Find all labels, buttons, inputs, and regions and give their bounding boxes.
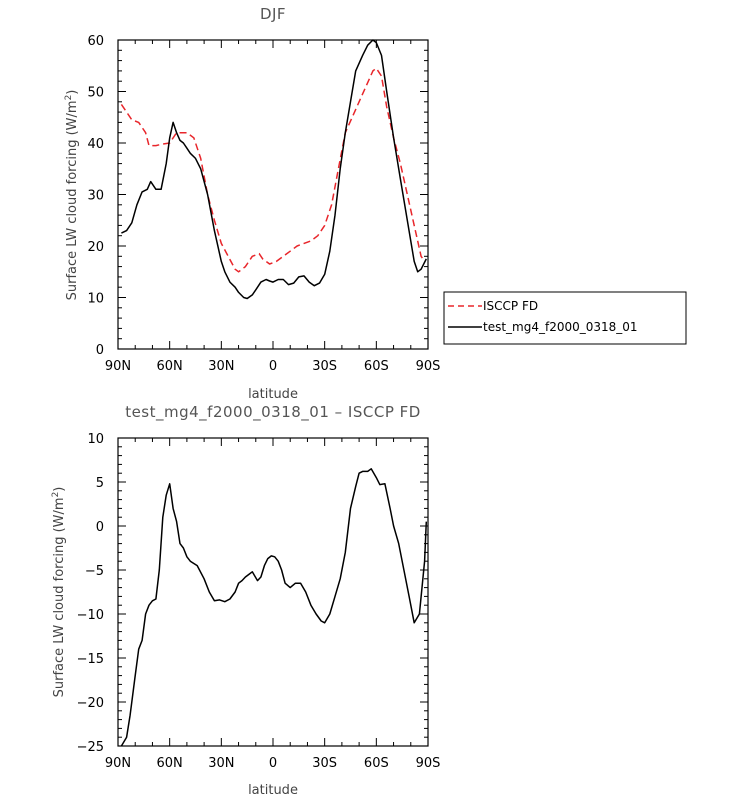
top-y-tick-label: 40 <box>87 137 104 152</box>
bottom-y-tick-label: −10 <box>77 608 104 623</box>
bottom-x-tick-label: 60N <box>157 756 183 771</box>
top-x-tick-label: 30S <box>312 359 337 374</box>
top-y-tick-label: 20 <box>87 240 104 255</box>
bottom-axis-ticks: 90N 60N 30N 0 30S 60S 90S −25 −20 −15 −10 −5 0 5 10 <box>77 432 441 771</box>
top-y-tick-label: 50 <box>87 86 104 101</box>
bottom-x-tick-label: 30S <box>312 756 337 771</box>
bottom-y-tick-label: 0 <box>96 520 104 535</box>
bottom-x-tick-label: 60S <box>364 756 389 771</box>
bottom-y-tick-label: −5 <box>85 564 104 579</box>
legend-label-isccp: ISCCP FD <box>483 299 538 313</box>
bottom-x-tick-label: 0 <box>269 756 277 771</box>
top-y-axis-label: Surface LW cloud forcing (W/m2) <box>64 90 80 301</box>
legend: ISCCP FD test_mg4_f2000_0318_01 <box>443 291 687 345</box>
top-x-tick-label: 60N <box>157 359 183 374</box>
bottom-series-group <box>120 468 428 747</box>
bottom-y-axis-label: Surface LW cloud forcing (W/m2) <box>51 487 67 698</box>
bottom-x-axis-label: latitude <box>248 783 298 798</box>
bottom-series-line-difference <box>120 468 428 747</box>
bottom-chart-title: test_mg4_f2000_0318_01 – ISCCP FD <box>125 403 421 422</box>
top-panel: DJF 90N 60N 30N 0 30S 60S 90S 0 10 20 30 40 50 60 lat… <box>64 5 440 402</box>
top-x-tick-label: 30N <box>208 359 234 374</box>
top-x-tick-label: 90N <box>105 359 131 374</box>
top-x-tick-label: 60S <box>364 359 389 374</box>
top-axis-ticks: 90N 60N 30N 0 30S 60S 90S 0 10 20 30 40 50 60 <box>87 34 440 374</box>
top-x-tick-label: 0 <box>269 359 277 374</box>
top-series-group <box>120 39 427 300</box>
top-y-tick-label: 10 <box>87 292 104 307</box>
top-series-line-isccp-fd <box>120 67 426 273</box>
legend-box <box>443 291 687 345</box>
bottom-x-tick-label: 90N <box>105 756 131 771</box>
bottom-y-tick-label: 10 <box>87 432 104 447</box>
top-chart-title: DJF <box>260 5 286 23</box>
top-series-line-test-mg4-f2000-0318-01 <box>121 39 427 300</box>
top-y-tick-label: 60 <box>87 34 104 49</box>
top-y-tick-label: 0 <box>96 343 104 358</box>
bottom-y-tick-label: −15 <box>77 652 104 667</box>
bottom-x-tick-label: 30N <box>208 756 234 771</box>
bottom-y-tick-label: −25 <box>77 740 104 755</box>
top-x-tick-label: 90S <box>416 359 441 374</box>
top-y-tick-label: 30 <box>87 189 104 204</box>
top-x-axis-label: latitude <box>248 387 298 402</box>
top-plot-frame <box>117 39 429 350</box>
bottom-panel: test_mg4_f2000_0318_01 – ISCCP FD 90N 60N… <box>51 403 440 798</box>
bottom-y-tick-label: 5 <box>96 476 104 491</box>
legend-label-model: test_mg4_f2000_0318_01 <box>483 320 638 334</box>
bottom-y-tick-label: −20 <box>77 696 104 711</box>
bottom-x-tick-label: 90S <box>416 756 441 771</box>
